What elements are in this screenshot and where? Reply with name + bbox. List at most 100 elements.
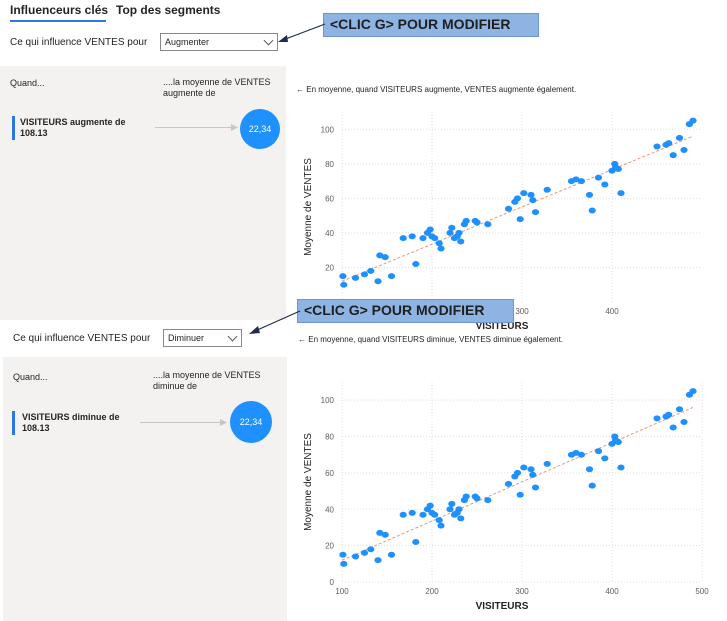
scatter-point[interactable] <box>446 229 454 236</box>
scatter-point[interactable] <box>435 517 443 524</box>
influencer-item-top[interactable]: VISITEURS augmente de 108.13 <box>6 112 156 144</box>
scatter-point[interactable] <box>448 224 456 231</box>
scatter-point[interactable] <box>531 209 540 216</box>
scatter-point[interactable] <box>437 522 445 529</box>
scatter-point[interactable] <box>446 506 454 513</box>
influence-value-bubble-bottom[interactable]: 22,34 <box>230 401 272 443</box>
scatter-point[interactable] <box>577 178 585 185</box>
back-row-top[interactable]: ← En moyenne, quand VISITEURS augmente, … <box>296 85 576 94</box>
scatter-point[interactable] <box>516 491 524 498</box>
scatter-point[interactable] <box>339 273 347 280</box>
scatter-point[interactable] <box>484 221 492 228</box>
scatter-point[interactable] <box>457 238 465 245</box>
scatter-point[interactable] <box>340 560 348 567</box>
scatter-point[interactable] <box>675 406 684 413</box>
scatter-point[interactable] <box>614 439 622 445</box>
scatter-point[interactable] <box>340 281 348 288</box>
scatter-point[interactable] <box>399 235 407 242</box>
scatter-point[interactable] <box>653 143 661 150</box>
scatter-point[interactable] <box>572 449 580 456</box>
scatter-point[interactable] <box>529 197 537 204</box>
scatter-point[interactable] <box>376 252 384 259</box>
scatter-point[interactable] <box>399 511 407 518</box>
scatter-point[interactable] <box>367 267 375 274</box>
scatter-point[interactable] <box>455 506 463 513</box>
scatter-point[interactable] <box>585 191 594 198</box>
scatter-point[interactable] <box>426 226 434 233</box>
scatter-point[interactable] <box>374 278 382 285</box>
scatter-point[interactable] <box>601 181 609 188</box>
scatter-point[interactable] <box>665 411 673 418</box>
scatter-point[interactable] <box>594 448 603 455</box>
scatter-point[interactable] <box>462 217 470 224</box>
scatter-point[interactable] <box>669 152 677 159</box>
scatter-point[interactable] <box>543 186 551 193</box>
scatter-point[interactable] <box>473 219 481 226</box>
scatter-point[interactable] <box>435 240 443 247</box>
scatter-point[interactable] <box>689 388 697 395</box>
scatter-point[interactable] <box>669 424 677 431</box>
scatter-point[interactable] <box>381 254 389 261</box>
scatter-point[interactable] <box>374 557 382 564</box>
scatter-point[interactable] <box>665 140 673 147</box>
scatter-point[interactable] <box>504 205 513 212</box>
scatter-point[interactable] <box>680 419 688 425</box>
scatter-point[interactable] <box>513 469 522 476</box>
scatter-point[interactable] <box>577 451 585 458</box>
scatter-point[interactable] <box>387 273 396 280</box>
scatter-point[interactable] <box>473 495 481 502</box>
scatter-point[interactable] <box>387 551 396 558</box>
scatter-point[interactable] <box>527 191 535 198</box>
direction-dropdown-bottom[interactable]: Diminuer <box>163 329 242 347</box>
scatter-point[interactable] <box>617 464 625 471</box>
scatter-point[interactable] <box>614 166 622 172</box>
scatter-point[interactable] <box>588 207 596 214</box>
scatter-point[interactable] <box>408 509 416 516</box>
scatter-point[interactable] <box>504 480 513 487</box>
scatter-point[interactable] <box>543 460 551 467</box>
scatter-point[interactable] <box>462 493 470 500</box>
scatter-point[interactable] <box>520 190 528 197</box>
scatter-point[interactable] <box>675 134 684 141</box>
scatter-point[interactable] <box>448 500 456 507</box>
scatter-point[interactable] <box>339 551 347 558</box>
scatter-point[interactable] <box>529 471 537 478</box>
scatter-point[interactable] <box>431 235 439 242</box>
scatter-point[interactable] <box>594 174 603 181</box>
scatter-point[interactable] <box>455 229 463 236</box>
scatter-point[interactable] <box>408 233 416 240</box>
scatter-point[interactable] <box>680 147 688 153</box>
scatter-point[interactable] <box>601 455 609 462</box>
scatter-point[interactable] <box>520 464 528 471</box>
scatter-point[interactable] <box>585 466 594 473</box>
scatter-point[interactable] <box>689 117 697 124</box>
influence-value-bubble-top[interactable]: 22,34 <box>240 109 280 149</box>
scatter-point[interactable] <box>531 484 540 491</box>
scatter-point[interactable] <box>437 245 445 252</box>
direction-dropdown-top[interactable]: Augmenter <box>160 33 278 51</box>
influencer-item-bottom[interactable]: VISITEURS diminue de 108.13 <box>8 407 148 439</box>
scatter-point[interactable] <box>419 511 427 518</box>
scatter-point[interactable] <box>360 549 369 556</box>
scatter-point[interactable] <box>457 515 465 522</box>
scatter-point[interactable] <box>653 415 661 422</box>
scatter-point[interactable] <box>513 195 522 202</box>
scatter-point[interactable] <box>484 497 492 504</box>
tab-top-segments[interactable]: Top des segments <box>116 3 221 17</box>
scatter-point[interactable] <box>426 502 434 509</box>
scatter-point[interactable] <box>376 529 384 536</box>
scatter-point[interactable] <box>431 511 439 518</box>
scatter-point[interactable] <box>351 274 360 281</box>
scatter-point[interactable] <box>617 190 625 197</box>
back-arrow-icon[interactable]: ← <box>298 335 306 344</box>
scatter-point[interactable] <box>588 482 596 489</box>
scatter-point[interactable] <box>360 271 369 278</box>
scatter-point[interactable] <box>516 216 524 223</box>
scatter-point[interactable] <box>351 553 360 560</box>
scatter-point[interactable] <box>381 531 389 538</box>
scatter-point[interactable] <box>412 539 420 545</box>
back-row-bottom[interactable]: ← En moyenne, quand VISITEURS diminue, V… <box>298 335 563 344</box>
tab-key-influencers[interactable]: Influenceurs clés <box>10 3 109 17</box>
scatter-point[interactable] <box>367 546 375 553</box>
scatter-point[interactable] <box>412 261 420 267</box>
